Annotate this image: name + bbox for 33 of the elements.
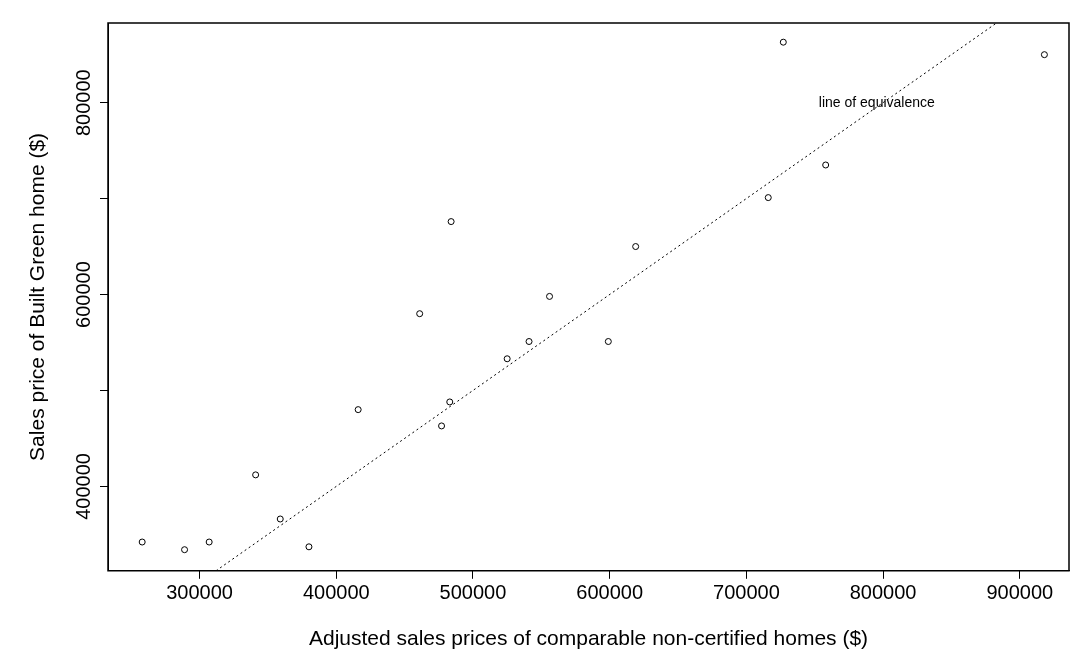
point bbox=[138, 538, 146, 546]
point bbox=[764, 194, 772, 202]
point bbox=[205, 538, 213, 546]
x-tick-label: 700000 bbox=[713, 581, 780, 604]
x-tick-label: 800000 bbox=[849, 581, 917, 604]
x-tick-label: 300000 bbox=[166, 581, 233, 604]
y-axis-title: Sales price of Built Green home ($) bbox=[25, 132, 49, 461]
x-tick-label: 600000 bbox=[576, 581, 644, 604]
point bbox=[252, 471, 260, 479]
point bbox=[181, 546, 189, 554]
point bbox=[447, 218, 455, 226]
x-axis-title: Adjusted sales prices of comparable non-certified homes ($) bbox=[308, 626, 869, 650]
x-tick-label: 900000 bbox=[986, 581, 1054, 604]
point bbox=[446, 398, 454, 406]
x-tick-label: 400000 bbox=[302, 581, 370, 604]
point bbox=[438, 422, 446, 430]
y-tick-label: 400000 bbox=[71, 453, 94, 520]
point bbox=[416, 310, 424, 318]
point bbox=[354, 406, 362, 414]
point bbox=[503, 355, 511, 363]
point bbox=[779, 38, 787, 46]
y-tick-label: 800000 bbox=[71, 69, 94, 136]
point bbox=[822, 161, 830, 169]
point bbox=[1040, 51, 1048, 59]
point bbox=[305, 543, 313, 551]
x-tick-label: 500000 bbox=[439, 581, 507, 604]
annotation: line of equivalence bbox=[818, 93, 935, 110]
y-tick-label: 600000 bbox=[71, 261, 94, 328]
point bbox=[632, 243, 640, 251]
point bbox=[276, 515, 284, 523]
point bbox=[604, 338, 612, 346]
point bbox=[546, 292, 554, 300]
point bbox=[525, 338, 533, 346]
